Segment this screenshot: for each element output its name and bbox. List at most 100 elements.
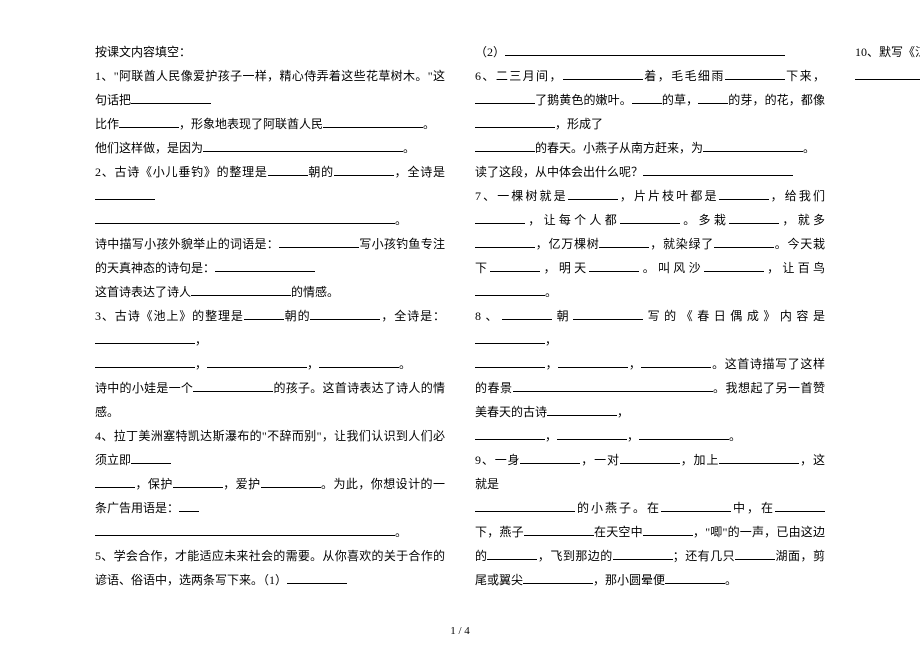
text-run: 6、二三月间， xyxy=(475,69,563,83)
fill-blank xyxy=(334,163,394,176)
fill-blank xyxy=(729,211,779,224)
fill-blank xyxy=(487,547,537,560)
text-line: 9、一身，一对，加上，这就是 xyxy=(475,448,825,496)
fill-blank xyxy=(704,259,764,272)
fill-blank xyxy=(719,187,769,200)
text-run: 3、古诗《池上》的整理是 xyxy=(95,309,244,323)
fill-blank xyxy=(703,139,803,152)
fill-blank xyxy=(502,307,552,320)
fill-blank xyxy=(95,211,395,224)
text-run: 7、一棵树就是 xyxy=(475,189,568,203)
text-run: 在天空中 xyxy=(594,525,643,539)
text-line: ，保护，爱护。为此，你想设计的一条广告用语是： xyxy=(95,472,445,520)
text-line: 5、学会合作，才能适应未来社会的需要。从你喜欢的关于合作的谚语、俗语中，选两条写… xyxy=(95,544,445,592)
text-run: ，形象地表现了阿联酋人民 xyxy=(179,117,323,131)
text-run: （2） xyxy=(475,45,505,59)
text-run: ， xyxy=(627,429,639,443)
text-run: 。 xyxy=(545,285,557,299)
text-run: 。 xyxy=(395,213,407,227)
text-run: ， xyxy=(307,357,319,371)
text-run: 朝的 xyxy=(308,165,334,179)
text-line: 8、朝写的《春日偶成》内容是， xyxy=(475,304,825,352)
text-run: ， xyxy=(628,357,641,371)
text-run: ， xyxy=(195,357,207,371)
text-run: 比作 xyxy=(95,117,119,131)
text-run: 朝 xyxy=(552,309,573,323)
fill-blank xyxy=(698,91,728,104)
fill-blank xyxy=(563,67,643,80)
text-run: 着，毛毛细雨 xyxy=(643,69,725,83)
fill-blank xyxy=(557,427,627,440)
fill-blank xyxy=(643,163,793,176)
text-line: 他们这样做，是因为。 xyxy=(95,136,445,160)
text-run: 的草， xyxy=(662,93,698,107)
text-run: 。 xyxy=(725,573,737,587)
fill-blank xyxy=(119,115,179,128)
fill-blank xyxy=(261,475,321,488)
fill-blank xyxy=(620,451,680,464)
fill-blank xyxy=(475,139,535,152)
fill-blank xyxy=(95,475,135,488)
fill-blank xyxy=(589,259,639,272)
fill-blank xyxy=(643,523,693,536)
fill-blank xyxy=(475,427,545,440)
text-run: 这首诗表达了诗人 xyxy=(95,285,191,299)
text-run: 的情感。 xyxy=(291,285,339,299)
fill-blank xyxy=(547,403,617,416)
text-line: ，。整理 xyxy=(855,64,920,88)
text-run: 读了这段，从中体会出什么呢？ xyxy=(475,165,643,179)
text-run: 。 xyxy=(403,141,415,155)
text-run: ，给我们 xyxy=(769,189,825,203)
fill-blank xyxy=(131,451,171,464)
fill-blank xyxy=(620,211,680,224)
fill-blank xyxy=(287,571,347,584)
text-line: 2、古诗《小儿垂钓》的整理是朝的，全诗是 xyxy=(95,160,445,208)
text-run: 下来， xyxy=(785,69,825,83)
fill-blank xyxy=(207,355,307,368)
text-run: ， xyxy=(545,429,557,443)
fill-blank xyxy=(475,283,545,296)
fill-blank xyxy=(632,91,662,104)
text-run: ，明天 xyxy=(540,261,589,275)
fill-blank xyxy=(523,571,593,584)
text-run: 8、 xyxy=(475,309,502,323)
text-line: 按课文内容填空： xyxy=(95,40,445,64)
fill-blank xyxy=(568,187,618,200)
fill-blank xyxy=(524,523,594,536)
text-run: ， xyxy=(545,333,557,347)
text-run: ，亿万棵树 xyxy=(535,237,599,251)
fill-blank xyxy=(215,259,315,272)
page-footer: 1 / 4 xyxy=(0,625,920,637)
text-run: ，让每个人都 xyxy=(525,213,620,227)
text-run: ，飞到那边的 xyxy=(537,549,612,563)
fill-blank xyxy=(131,91,211,104)
text-run: ，就染绿了 xyxy=(649,237,713,251)
fill-blank xyxy=(639,427,729,440)
text-run: ，那小圆晕便 xyxy=(593,573,665,587)
text-line: 1、"阿联酋人民像爱护孩子一样，精心侍弄着这些花草树木。"这句话把 xyxy=(95,64,445,112)
fill-blank xyxy=(475,355,545,368)
text-run: ，爱护 xyxy=(223,477,261,491)
fill-blank xyxy=(310,307,380,320)
fill-blank xyxy=(244,307,284,320)
text-run: 。多栽 xyxy=(680,213,729,227)
text-line: （2） xyxy=(475,40,825,64)
text-run: 9、一身 xyxy=(475,453,520,467)
fill-blank xyxy=(714,235,774,248)
fill-blank xyxy=(490,259,540,272)
fill-blank xyxy=(319,355,399,368)
text-run: 诗中描写小孩外貌举止的词语是： xyxy=(95,237,279,251)
text-run: 。叫风沙 xyxy=(639,261,703,275)
fill-blank xyxy=(735,547,775,560)
fill-blank xyxy=(475,499,575,512)
text-line: 10、默写《江南春》：，。 xyxy=(855,40,920,64)
text-line: 诗中的小娃是一个的孩子。这首诗表达了诗人的情感。 xyxy=(95,376,445,424)
fill-blank xyxy=(475,91,535,104)
text-run: 诗中的小娃是一个 xyxy=(95,381,193,395)
fill-blank xyxy=(573,307,643,320)
text-run: 朝的 xyxy=(284,309,311,323)
fill-blank xyxy=(775,499,825,512)
text-line: 读了这段，从中体会出什么呢？ xyxy=(475,160,825,184)
text-run: 中，在 xyxy=(731,501,775,515)
text-run: ；还有几只 xyxy=(673,549,735,563)
